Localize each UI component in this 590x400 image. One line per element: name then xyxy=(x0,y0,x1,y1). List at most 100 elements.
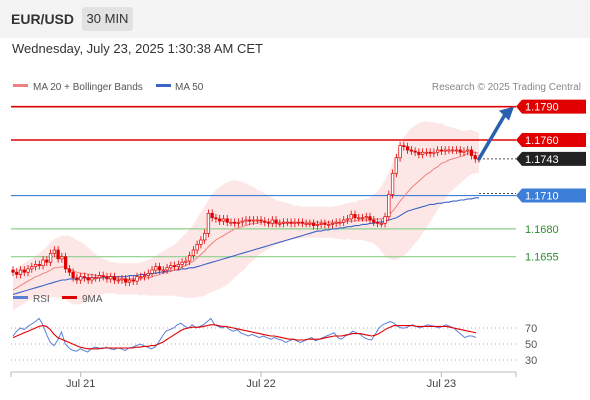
candle-body xyxy=(270,219,274,224)
candle-body xyxy=(203,232,207,241)
candle-body xyxy=(71,271,75,279)
candle-body xyxy=(101,275,105,278)
candle-body xyxy=(304,222,308,225)
candle-body xyxy=(244,219,248,222)
candle-body xyxy=(330,222,335,225)
candle-body xyxy=(142,275,147,278)
candle-body xyxy=(116,279,120,282)
symbol-label: EUR/USD xyxy=(11,11,75,27)
level-tag-1.1710 xyxy=(516,188,586,203)
candle-body xyxy=(206,212,211,234)
candle-body xyxy=(210,212,214,219)
candle-body xyxy=(300,221,305,224)
candle-body xyxy=(139,276,143,279)
candle-body xyxy=(296,221,301,224)
ma20-legend-label: MA 20 + Bollinger Bands xyxy=(33,82,143,93)
rsi-tick-70: 70 xyxy=(525,323,537,335)
candle-body xyxy=(334,221,338,224)
candle-body xyxy=(191,249,196,256)
candle-body xyxy=(150,269,154,274)
candle-body xyxy=(372,219,376,223)
credit-label: Research © 2025 Trading Central xyxy=(432,82,581,93)
candle-body xyxy=(15,271,19,275)
candle-body xyxy=(357,217,361,220)
timeframe-badge[interactable]: 30 MIN xyxy=(82,7,133,31)
candle-body xyxy=(67,268,72,273)
candle-body xyxy=(233,221,237,224)
ma50-legend-label: MA 50 xyxy=(175,82,204,93)
candle-body xyxy=(251,219,256,222)
level-label-1.1743: 1.1743 xyxy=(525,154,559,166)
candle-body xyxy=(458,149,462,153)
candle-body xyxy=(469,149,474,156)
candle-body xyxy=(109,276,113,280)
target-arrow-head xyxy=(499,106,514,121)
candle-body xyxy=(368,216,372,221)
bollinger-band-area xyxy=(13,121,479,310)
candle-body xyxy=(327,224,331,226)
candle-body xyxy=(248,219,252,222)
candle-body xyxy=(345,218,350,221)
candle-body xyxy=(285,221,289,224)
candle-body xyxy=(379,222,383,225)
candle-body xyxy=(420,151,425,155)
candle-body xyxy=(281,221,286,224)
rsi-tick-50: 50 xyxy=(525,339,537,351)
candle-body xyxy=(364,216,368,219)
candle-body xyxy=(45,259,49,263)
candle-body xyxy=(413,150,417,153)
candle-body xyxy=(473,155,477,160)
candle-body xyxy=(195,244,199,251)
x-tick-label: Jul 23 xyxy=(427,378,456,390)
candle-body xyxy=(187,255,192,262)
target-arrow xyxy=(477,106,514,161)
candle-body xyxy=(349,214,353,220)
candle-body xyxy=(112,276,117,281)
candle-body xyxy=(157,266,162,271)
candle-body xyxy=(214,217,218,220)
candle-body xyxy=(236,221,241,224)
candle-body xyxy=(30,266,34,270)
rsi-legend-label: RSI xyxy=(33,294,50,305)
level-tag-1.1760 xyxy=(516,133,586,147)
candle-body xyxy=(323,222,327,225)
candle-body xyxy=(353,214,357,219)
rsi-legend-swatch xyxy=(13,296,28,299)
candle-body xyxy=(124,278,128,283)
candle-body xyxy=(319,222,323,225)
target-arrow-shaft xyxy=(477,112,507,161)
rsi-ma9-line xyxy=(12,324,477,350)
candle-body xyxy=(424,151,429,154)
candle-body xyxy=(169,265,173,269)
candle-body xyxy=(146,272,150,276)
candle-body xyxy=(56,249,60,260)
candle-body xyxy=(436,149,440,153)
ma50-legend-swatch xyxy=(156,84,171,87)
bollinger-bands xyxy=(13,121,479,310)
candle-body xyxy=(48,252,53,263)
candle-body xyxy=(63,256,68,270)
ma9-legend-label: 9MA xyxy=(82,294,103,305)
candle-body xyxy=(255,219,259,222)
candle-body xyxy=(451,149,455,152)
rsi-tick-30: 30 xyxy=(525,355,537,367)
x-axis: Jul 21 Jul 22 Jul 23 xyxy=(10,372,517,390)
candle-body xyxy=(443,149,447,152)
level-label-1.1790: 1.1790 xyxy=(525,102,559,114)
candle-body xyxy=(127,279,132,283)
candle-body xyxy=(454,149,459,152)
candle-body xyxy=(120,278,124,281)
candle-body xyxy=(360,217,365,220)
candle-body xyxy=(165,267,169,271)
level-tag-1.1790 xyxy=(516,99,586,114)
candle-body xyxy=(218,218,222,222)
candle-body xyxy=(105,276,109,280)
candle-body xyxy=(52,249,56,254)
candle-body xyxy=(405,146,410,151)
candle-body xyxy=(259,219,263,222)
rsi-line xyxy=(12,317,477,353)
candle-body xyxy=(432,151,436,154)
candle-body xyxy=(315,224,320,226)
level-label-1.1760: 1.1760 xyxy=(525,135,559,147)
